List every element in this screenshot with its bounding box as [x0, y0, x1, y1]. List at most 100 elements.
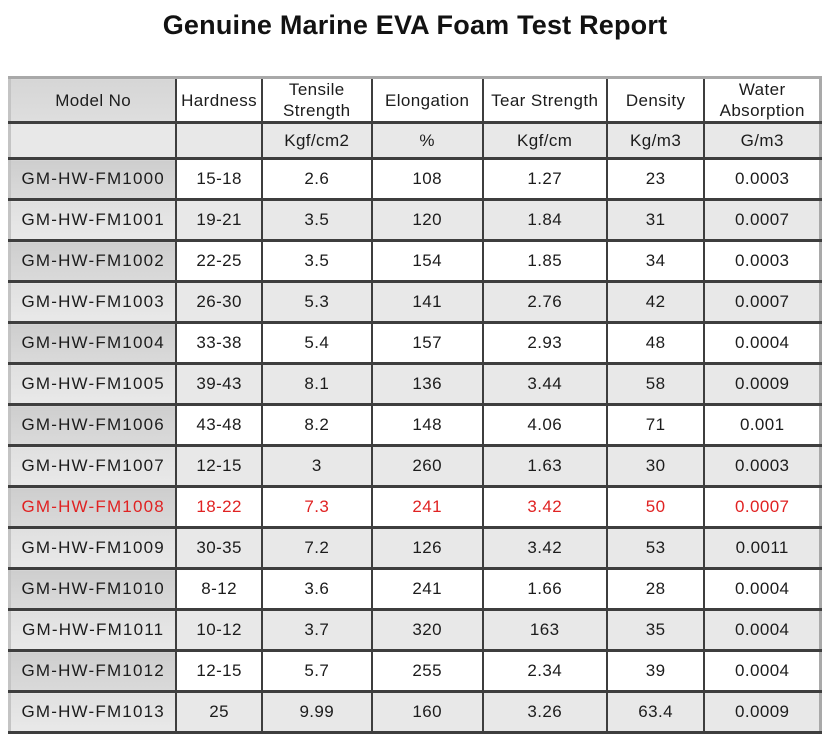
elongation-cell: 108 [370, 157, 484, 201]
tensile-cell: 5.4 [260, 321, 373, 365]
column-header-tensile: Tensile Strength [260, 76, 373, 124]
table-row: GM-HW-FM1006 43-48 8.2 148 4.06 71 0.001 [8, 403, 823, 447]
elongation-cell: 154 [370, 239, 484, 283]
model-cell: GM-HW-FM1006 [8, 403, 178, 447]
hardness-cell: 19-21 [175, 198, 263, 242]
elongation-cell: 255 [370, 649, 484, 693]
table-row: GM-HW-FM1012 12-15 5.7 255 2.34 39 0.0004 [8, 649, 823, 693]
elongation-cell: 148 [370, 403, 484, 447]
water-cell: 0.0004 [703, 321, 823, 365]
density-cell: 23 [605, 157, 706, 201]
model-cell: GM-HW-FM1008 [8, 485, 178, 529]
model-cell: GM-HW-FM1000 [8, 157, 178, 201]
column-unit-hardness [175, 121, 263, 160]
hardness-cell: 30-35 [175, 526, 263, 570]
column-header-hardness: Hardness [175, 76, 263, 124]
water-cell: 0.0009 [703, 362, 823, 406]
density-cell: 28 [605, 567, 706, 611]
tear-cell: 2.93 [481, 321, 608, 365]
table-row: GM-HW-FM1001 19-21 3.5 120 1.84 31 0.0007 [8, 198, 823, 242]
density-cell: 35 [605, 608, 706, 652]
column-header-elongation: Elongation [370, 76, 484, 124]
model-cell: GM-HW-FM1011 [8, 608, 178, 652]
table-row: GM-HW-FM1011 10-12 3.7 320 163 35 0.0004 [8, 608, 823, 652]
model-cell: GM-HW-FM1013 [8, 690, 178, 734]
tensile-cell: 5.7 [260, 649, 373, 693]
water-cell: 0.0007 [703, 198, 823, 242]
elongation-cell: 126 [370, 526, 484, 570]
tensile-cell: 3.5 [260, 239, 373, 283]
hardness-cell: 12-15 [175, 444, 263, 488]
water-cell: 0.0007 [703, 280, 823, 324]
tear-cell: 4.06 [481, 403, 608, 447]
table-row: GM-HW-FM1010 8-12 3.6 241 1.66 28 0.0004 [8, 567, 823, 611]
hardness-cell: 39-43 [175, 362, 263, 406]
water-cell: 0.0009 [703, 690, 823, 734]
tear-cell: 1.27 [481, 157, 608, 201]
water-cell: 0.0003 [703, 444, 823, 488]
tensile-cell: 2.6 [260, 157, 373, 201]
density-cell: 42 [605, 280, 706, 324]
elongation-cell: 160 [370, 690, 484, 734]
column-header-water: Water Absorption [703, 76, 823, 124]
model-cell: GM-HW-FM1007 [8, 444, 178, 488]
elongation-cell: 136 [370, 362, 484, 406]
density-cell: 30 [605, 444, 706, 488]
column-unit-density: Kg/m3 [605, 121, 706, 160]
density-cell: 50 [605, 485, 706, 529]
table-row: GM-HW-FM1007 12-15 3 260 1.63 30 0.0003 [8, 444, 823, 488]
hardness-cell: 22-25 [175, 239, 263, 283]
elongation-cell: 260 [370, 444, 484, 488]
elongation-cell: 241 [370, 485, 484, 529]
table-row: GM-HW-FM1003 26-30 5.3 141 2.76 42 0.0007 [8, 280, 823, 324]
water-cell: 0.0003 [703, 157, 823, 201]
units-row: Kgf/cm2% Kgf/cm Kg/m3 G/m3 [8, 121, 823, 160]
model-cell: GM-HW-FM1012 [8, 649, 178, 693]
tear-cell: 3.42 [481, 485, 608, 529]
table-row: GM-HW-FM1005 39-43 8.1 136 3.44 58 0.0009 [8, 362, 823, 406]
table-body: GM-HW-FM1000 15-18 2.6 108 1.27 23 0.0003 GM-HW… [8, 157, 823, 734]
water-cell: 0.0004 [703, 649, 823, 693]
tear-cell: 2.34 [481, 649, 608, 693]
density-cell: 34 [605, 239, 706, 283]
tensile-cell: 3.5 [260, 198, 373, 242]
tear-cell: 3.42 [481, 526, 608, 570]
tensile-cell: 7.3 [260, 485, 373, 529]
water-cell: 0.0011 [703, 526, 823, 570]
model-cell: GM-HW-FM1009 [8, 526, 178, 570]
tensile-cell: 8.1 [260, 362, 373, 406]
model-cell: GM-HW-FM1002 [8, 239, 178, 283]
hardness-cell: 25 [175, 690, 263, 734]
hardness-cell: 33-38 [175, 321, 263, 365]
column-header-tear: Tear Strength [481, 76, 608, 124]
tear-cell: 1.85 [481, 239, 608, 283]
elongation-cell: 157 [370, 321, 484, 365]
table-row: GM-HW-FM1000 15-18 2.6 108 1.27 23 0.0003 [8, 157, 823, 201]
density-cell: 31 [605, 198, 706, 242]
water-cell: 0.0003 [703, 239, 823, 283]
density-cell: 71 [605, 403, 706, 447]
hardness-cell: 12-15 [175, 649, 263, 693]
density-cell: 39 [605, 649, 706, 693]
table-row: GM-HW-FM1013 25 9.99 160 3.26 63.4 0.0009 [8, 690, 823, 734]
elongation-cell: 120 [370, 198, 484, 242]
hardness-cell: 10-12 [175, 608, 263, 652]
water-cell: 0.0004 [703, 567, 823, 611]
tensile-cell: 5.3 [260, 280, 373, 324]
water-cell: 0.001 [703, 403, 823, 447]
report-title: Genuine Marine EVA Foam Test Report [162, 10, 668, 40]
tensile-cell: 3.7 [260, 608, 373, 652]
density-cell: 53 [605, 526, 706, 570]
column-unit-model [8, 121, 178, 160]
hardness-cell: 15-18 [175, 157, 263, 201]
tensile-cell: 8.2 [260, 403, 373, 447]
hardness-cell: 8-12 [175, 567, 263, 611]
tensile-cell: 3 [260, 444, 373, 488]
column-header-density: Density [605, 76, 706, 124]
table-row-highlighted: GM-HW-FM1008 18-22 7.3 241 3.42 50 0.0007 [8, 485, 823, 529]
density-cell: 48 [605, 321, 706, 365]
column-unit-elongation: % [370, 121, 484, 160]
table-row: GM-HW-FM1009 30-35 7.2 126 3.42 53 0.0011 [8, 526, 823, 570]
tear-cell: 3.26 [481, 690, 608, 734]
